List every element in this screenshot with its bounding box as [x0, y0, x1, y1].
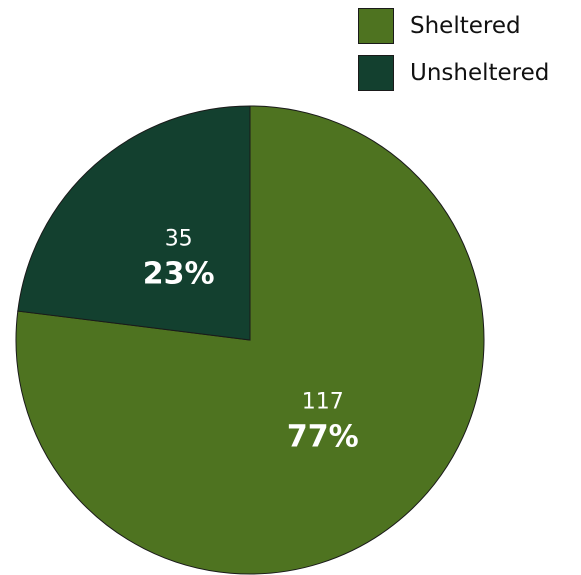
legend-item-unsheltered: Unsheltered: [358, 53, 549, 92]
data-label-percent-unsheltered: 23%: [143, 256, 215, 291]
legend-label-sheltered: Sheltered: [410, 12, 521, 39]
pie-slices: [15, 105, 485, 575]
legend-item-sheltered: Sheltered: [358, 6, 549, 45]
legend-label-unsheltered: Unsheltered: [410, 59, 550, 86]
pie-slice-unsheltered: [17, 105, 251, 341]
data-label-percent-sheltered: 77%: [287, 419, 359, 454]
pie-data-labels: 117 77% 35 23%: [143, 226, 359, 454]
data-label-count-unsheltered: 35: [165, 226, 193, 251]
data-label-count-sheltered: 117: [302, 389, 344, 414]
legend-swatch-sheltered: [358, 7, 394, 44]
legend: Sheltered Unsheltered: [358, 6, 549, 100]
legend-swatch-unsheltered: [358, 54, 394, 91]
